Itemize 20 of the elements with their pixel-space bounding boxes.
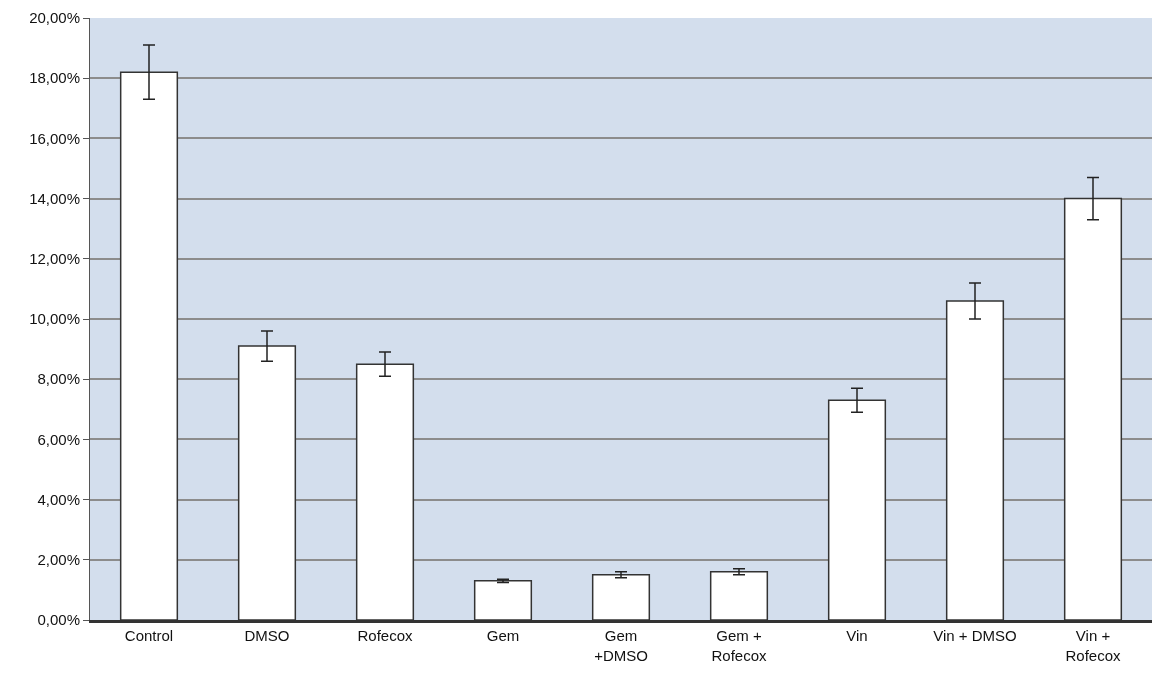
- y-tick-label: 10,00%: [29, 310, 80, 328]
- y-tick-label: 8,00%: [37, 370, 80, 388]
- y-tick-label: 4,00%: [37, 490, 80, 508]
- y-tick-label: 12,00%: [29, 250, 80, 268]
- x-tick-label: Vin + Rofecox: [1065, 627, 1122, 664]
- y-tick-label: 20,00%: [29, 9, 80, 27]
- y-tick-label: 6,00%: [37, 430, 80, 448]
- x-tick-label: Vin + DMSO: [933, 627, 1017, 644]
- x-tick-label: Gem +DMSO: [594, 627, 648, 664]
- x-tick-label: DMSO: [244, 627, 290, 644]
- y-tick-label: 16,00%: [29, 129, 80, 147]
- y-tick-label: 14,00%: [29, 189, 80, 207]
- y-tick-label: 18,00%: [29, 69, 80, 87]
- x-tick-label: Gem: [486, 627, 520, 644]
- x-tick-label: Vin: [846, 627, 868, 644]
- x-tick-label: Gem + Rofecox: [711, 627, 768, 664]
- x-tick-label: Rofecox: [357, 627, 414, 644]
- y-tick-label: 2,00%: [37, 551, 80, 569]
- x-tick-label: Control: [124, 627, 174, 644]
- y-tick-label: 0,00%: [37, 611, 80, 629]
